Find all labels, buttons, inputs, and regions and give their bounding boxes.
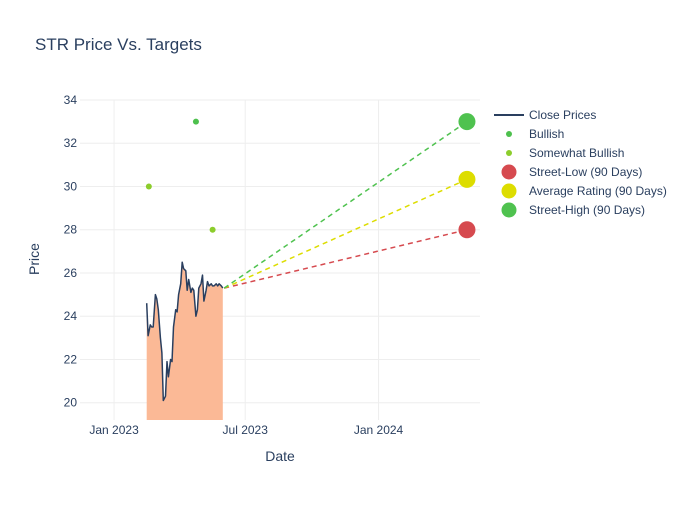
legend[interactable]: Close Prices Bullish Somewhat Bullish Stree… xyxy=(494,108,667,218)
street-low-target-marker xyxy=(458,221,476,239)
legend-label: Street-Low (90 Days) xyxy=(529,165,642,179)
y-tick-label: 20 xyxy=(64,396,78,410)
chart-title: STR Price Vs. Targets xyxy=(35,35,202,54)
legend-label: Average Rating (90 Days) xyxy=(529,184,667,198)
street-high-target-marker xyxy=(458,113,476,131)
legend-circle-icon xyxy=(501,183,517,199)
y-tick-label: 34 xyxy=(64,93,78,107)
target-layer xyxy=(223,121,468,289)
legend-label: Close Prices xyxy=(529,108,596,122)
legend-item-average[interactable]: Average Rating (90 Days) xyxy=(501,183,667,199)
bullish-point xyxy=(192,118,199,125)
legend-item-street-high[interactable]: Street-High (90 Days) xyxy=(501,202,646,218)
legend-label: Street-High (90 Days) xyxy=(529,203,645,217)
average-rating-target-line xyxy=(223,178,468,289)
legend-label: Bullish xyxy=(529,127,564,141)
x-tick-label: Jan 2023 xyxy=(89,423,139,437)
legend-dot-icon xyxy=(506,150,512,156)
y-tick-label: 28 xyxy=(64,223,78,237)
y-tick-label: 26 xyxy=(64,266,78,280)
average-rating-target-marker xyxy=(458,170,476,188)
legend-circle-icon xyxy=(501,164,517,180)
area-layer xyxy=(146,262,223,420)
legend-item-close[interactable]: Close Prices xyxy=(494,108,596,122)
line-layer xyxy=(145,261,224,402)
y-tick-label: 22 xyxy=(64,352,78,366)
y-tick-label: 24 xyxy=(64,309,78,323)
x-axis-title: Date xyxy=(265,448,295,464)
legend-label: Somewhat Bullish xyxy=(529,146,624,160)
close-price-line xyxy=(145,261,224,402)
legend-dot-icon xyxy=(506,131,512,137)
y-axis-title: Price xyxy=(26,243,42,275)
legend-item-somewhat-bullish[interactable]: Somewhat Bullish xyxy=(506,146,624,160)
somewhat-bullish-point xyxy=(145,183,152,190)
axis-layer: 20 22 24 26 28 30 32 34 Jan 2023 Jul 2023 Jan 2024 xyxy=(64,93,404,437)
point-layer xyxy=(145,113,476,239)
grid-layer xyxy=(80,99,480,420)
y-tick-label: 30 xyxy=(64,179,78,193)
close-price-area xyxy=(146,262,223,420)
legend-circle-icon xyxy=(501,202,517,218)
legend-item-street-low[interactable]: Street-Low (90 Days) xyxy=(501,164,643,180)
x-tick-label: Jan 2024 xyxy=(354,423,404,437)
y-tick-label: 32 xyxy=(64,136,78,150)
street-low-target-line xyxy=(224,229,468,289)
street-high-target-line xyxy=(223,121,468,289)
legend-item-bullish[interactable]: Bullish xyxy=(506,127,564,141)
x-tick-label: Jul 2023 xyxy=(223,423,269,437)
somewhat-bullish-point xyxy=(209,226,216,233)
